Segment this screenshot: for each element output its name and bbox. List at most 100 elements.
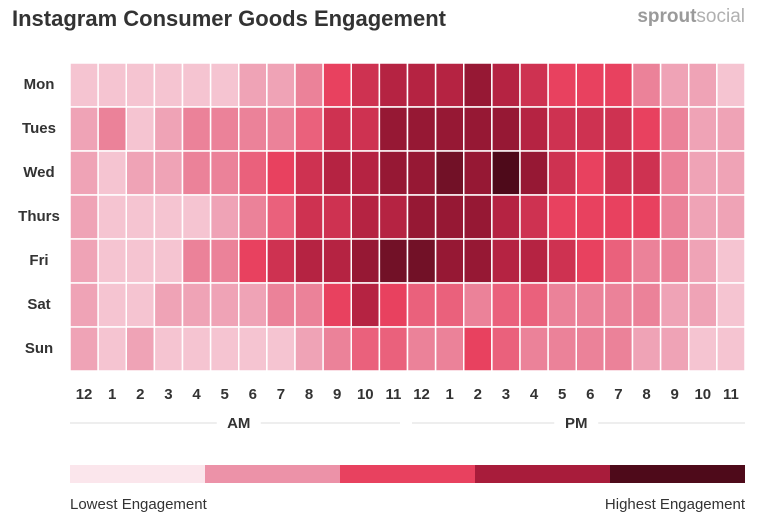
cell: [406, 326, 437, 372]
logo-bold: sprout: [637, 6, 697, 27]
cell: [434, 238, 465, 284]
cell: [266, 106, 296, 152]
cell: [294, 194, 324, 240]
cell: [575, 326, 606, 372]
cell: [491, 282, 521, 328]
cell: [631, 238, 662, 284]
cell: [603, 194, 634, 240]
cell: [659, 238, 690, 284]
cell: [238, 194, 268, 240]
cell: [69, 238, 99, 284]
cell: [547, 194, 577, 240]
cell: [266, 238, 296, 284]
cell: [322, 326, 352, 372]
cell: [350, 194, 381, 240]
column-label: 5: [558, 386, 566, 403]
cell: [575, 194, 606, 240]
cell: [659, 150, 690, 196]
group-label-bg: [554, 414, 599, 432]
cell: [716, 194, 746, 240]
cell: [406, 150, 437, 196]
row-label: Sat: [27, 296, 50, 313]
cell: [659, 106, 690, 152]
cell: [238, 150, 268, 196]
cell: [716, 106, 746, 152]
cell: [603, 106, 634, 152]
cell: [350, 282, 381, 328]
cell: [519, 106, 549, 152]
column-label: 4: [530, 386, 539, 403]
cell: [547, 62, 577, 108]
column-label: 10: [357, 386, 374, 403]
cell: [266, 326, 296, 372]
cell: [631, 150, 662, 196]
cell: [322, 194, 352, 240]
cell: [153, 282, 184, 328]
cell: [688, 238, 718, 284]
cell: [350, 238, 381, 284]
cell: [631, 326, 662, 372]
legend-swatch: [610, 465, 745, 483]
cell: [181, 326, 212, 372]
cell: [266, 194, 296, 240]
cell: [153, 238, 184, 284]
column-label: 6: [249, 386, 257, 403]
column-label: 3: [164, 386, 172, 403]
cell: [688, 282, 718, 328]
column-label: 8: [642, 386, 650, 403]
cell: [716, 282, 746, 328]
cell: [575, 62, 606, 108]
cell: [322, 62, 352, 108]
cell: [631, 194, 662, 240]
cell: [350, 150, 381, 196]
cell: [238, 282, 268, 328]
cell: [519, 326, 549, 372]
cell: [631, 282, 662, 328]
cell: [153, 150, 184, 196]
cell: [406, 194, 437, 240]
legend-swatch: [205, 465, 340, 483]
cell: [238, 62, 268, 108]
cell: [603, 238, 634, 284]
column-label: 11: [723, 386, 739, 403]
cell: [547, 238, 577, 284]
cell: [181, 106, 212, 152]
cell: [406, 282, 437, 328]
cell: [181, 62, 212, 108]
cell: [434, 106, 465, 152]
cell: [463, 62, 493, 108]
cell: [716, 150, 746, 196]
cell: [97, 150, 127, 196]
cell: [125, 282, 156, 328]
cell: [294, 62, 324, 108]
column-label: 2: [474, 386, 482, 403]
cell: [603, 282, 634, 328]
cell: [209, 194, 240, 240]
cell: [322, 282, 352, 328]
row-label: Mon: [24, 76, 55, 93]
column-label: 2: [136, 386, 144, 403]
cell: [69, 282, 99, 328]
cell: [153, 326, 184, 372]
legend-swatch: [340, 465, 475, 483]
cell: [575, 106, 606, 152]
cell: [69, 150, 99, 196]
column-label: 9: [333, 386, 341, 403]
cell: [378, 282, 409, 328]
column-label: 11: [386, 386, 402, 403]
row-label: Wed: [23, 164, 54, 181]
column-label: 6: [586, 386, 594, 403]
chart-title: Instagram Consumer Goods Engagement: [12, 6, 447, 31]
cell: [406, 62, 437, 108]
cell: [97, 106, 127, 152]
cell: [125, 238, 156, 284]
cell: [69, 326, 99, 372]
cell: [463, 106, 493, 152]
cell: [209, 238, 240, 284]
cell: [603, 326, 634, 372]
cell: [322, 238, 352, 284]
logo: sproutsocial: [637, 6, 745, 27]
cell: [266, 150, 296, 196]
cell: [688, 194, 718, 240]
cell: [69, 194, 99, 240]
